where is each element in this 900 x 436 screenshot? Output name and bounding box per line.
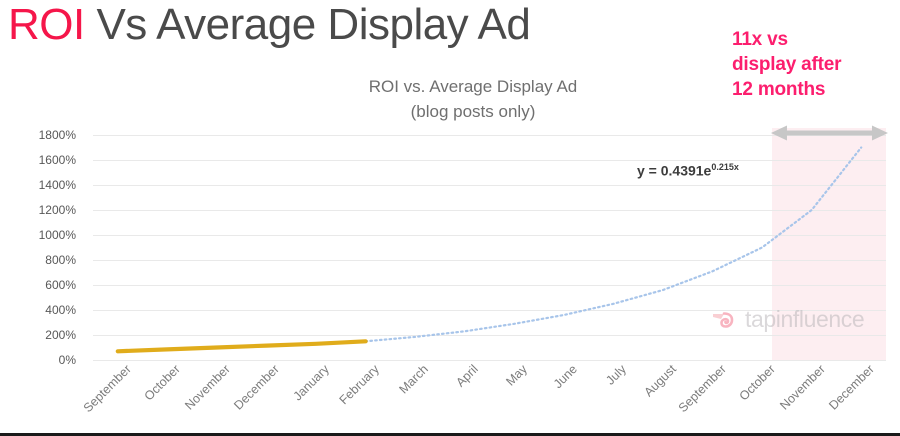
callout-line-3: 12 months — [732, 79, 826, 100]
page-title-rest: Vs Average Display Ad — [84, 0, 531, 49]
x-axis-tick-label-text: October — [141, 362, 184, 404]
gridline — [93, 235, 886, 236]
gridline — [93, 360, 886, 361]
x-axis-tick-label-text: February — [336, 362, 382, 408]
y-axis-tick-label: 800% — [45, 253, 76, 267]
y-axis-tick-label: 1800% — [38, 128, 76, 142]
y-axis-tick-label: 1600% — [38, 153, 76, 167]
tapinfluence-logo-icon — [713, 311, 734, 328]
chart-title: ROI vs. Average Display Ad (blog posts o… — [93, 74, 853, 124]
x-axis-tick-label-text: July — [603, 362, 630, 388]
watermark: tapinfluence — [712, 306, 865, 332]
y-axis-tick-label: 1000% — [38, 228, 76, 242]
highlight-band — [772, 128, 886, 360]
gridline — [93, 160, 886, 161]
equation-exponent: 0.215x — [711, 162, 739, 172]
gridline — [93, 310, 886, 311]
x-axis-tick-label-text: August — [641, 362, 679, 400]
chart-title-subtitle: (blog posts only) — [410, 102, 536, 121]
x-axis-tick-label-text: March — [396, 362, 432, 397]
x-axis-tick-label-text: September — [675, 362, 729, 416]
watermark-text: tapinfluence — [745, 306, 865, 332]
y-axis-tick-label: 600% — [45, 278, 76, 292]
gridline — [93, 185, 886, 186]
page-title: ROI Vs Average Display Ad — [8, 0, 531, 54]
x-axis-tick-label-text: November — [182, 362, 233, 413]
gridline — [93, 210, 886, 211]
x-axis-tick-label-text: November — [776, 362, 828, 413]
double-headed-arrow-icon — [770, 125, 888, 141]
trendline-equation: y = 0.4391e0.215x — [637, 162, 739, 179]
callout-annotation: 11x vs display after 12 months — [732, 27, 896, 102]
gridline — [93, 285, 886, 286]
x-axis-tick-label-text: December — [231, 362, 283, 413]
x-axis-tick-label-text: October — [736, 362, 778, 404]
x-axis-labels: September October November December January F… — [81, 362, 886, 436]
callout-line-2: display after — [732, 54, 842, 75]
series-actual-roi — [115, 339, 368, 354]
gridline — [93, 135, 886, 136]
y-axis-tick-label: 200% — [45, 328, 76, 342]
chart-title-main: ROI vs. Average Display Ad — [368, 77, 578, 96]
x-axis-tick-label-text: December — [826, 362, 878, 413]
x-axis-tick-label-text: September — [80, 362, 134, 416]
x-axis-tick-label-text: January — [290, 362, 332, 404]
data-series-layer — [115, 146, 863, 354]
x-axis-tick-label-text: April — [453, 362, 481, 390]
series-projected-roi — [364, 146, 863, 343]
y-axis-tick-label: 1200% — [38, 203, 76, 217]
x-axis-tick-label-text: June — [550, 362, 580, 392]
callout-line-1: 11x vs — [732, 29, 788, 50]
page-title-accent: ROI — [8, 0, 85, 49]
gridline — [93, 335, 886, 336]
plot-area: 1800% 1600% 1400% 1200% 1000% 800% 600% 400% 200… — [39, 125, 888, 366]
equation-base: y = 0.4391e — [637, 162, 712, 179]
y-axis-tick-label: 0% — [58, 353, 76, 367]
y-axis-tick-label: 400% — [45, 303, 76, 317]
gridline — [93, 260, 886, 261]
y-axis-tick-label: 1400% — [38, 178, 76, 192]
x-axis-tick-label-text: May — [503, 362, 531, 389]
